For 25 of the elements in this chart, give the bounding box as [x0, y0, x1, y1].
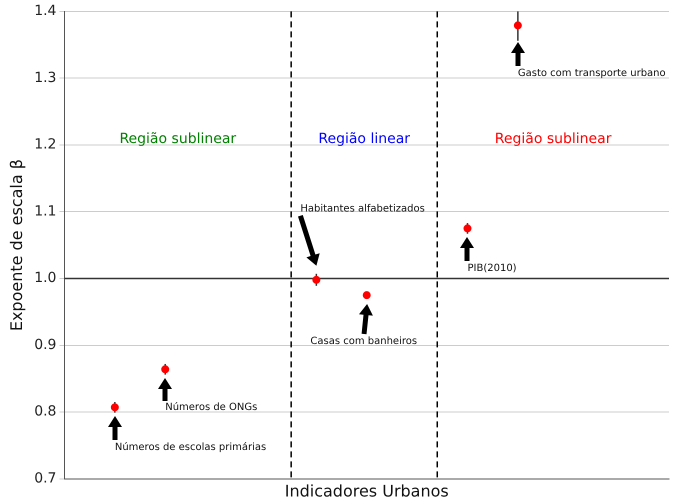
y-tick-label: 0.8	[34, 404, 56, 420]
point	[161, 365, 170, 374]
annotation: Números de ONGs	[165, 402, 258, 413]
point	[362, 291, 371, 300]
annotation: Região linear	[318, 131, 410, 148]
annotation: Habitantes alfabetizados	[300, 203, 425, 214]
y-tick-label: 1.0	[34, 270, 56, 286]
y-tick-label: 1.1	[34, 203, 56, 220]
annotation: Gasto com transporte urbano	[518, 68, 666, 80]
y-tick-label: 0.7	[34, 470, 56, 486]
annotation: Região sublinear	[494, 131, 612, 148]
y-tick-label: 0.9	[34, 336, 56, 353]
annotation: Números de escolas primárias	[114, 442, 266, 453]
annotation: PIB(2010)	[467, 263, 517, 274]
y-tick-label: 1.2	[34, 136, 56, 153]
y-tick-label: 1.3	[34, 70, 56, 86]
point	[514, 21, 522, 30]
point	[312, 276, 320, 284]
point	[463, 224, 472, 232]
annotation: Casas com banheiros	[310, 336, 418, 347]
annotation: Região sublinear	[119, 131, 236, 148]
y-axis-title: Expoente de escala β	[6, 159, 26, 332]
x-axis-title: Indicadores Urbanos	[284, 482, 449, 501]
point	[110, 403, 119, 412]
y-tick-label: 1.4	[34, 3, 57, 20]
